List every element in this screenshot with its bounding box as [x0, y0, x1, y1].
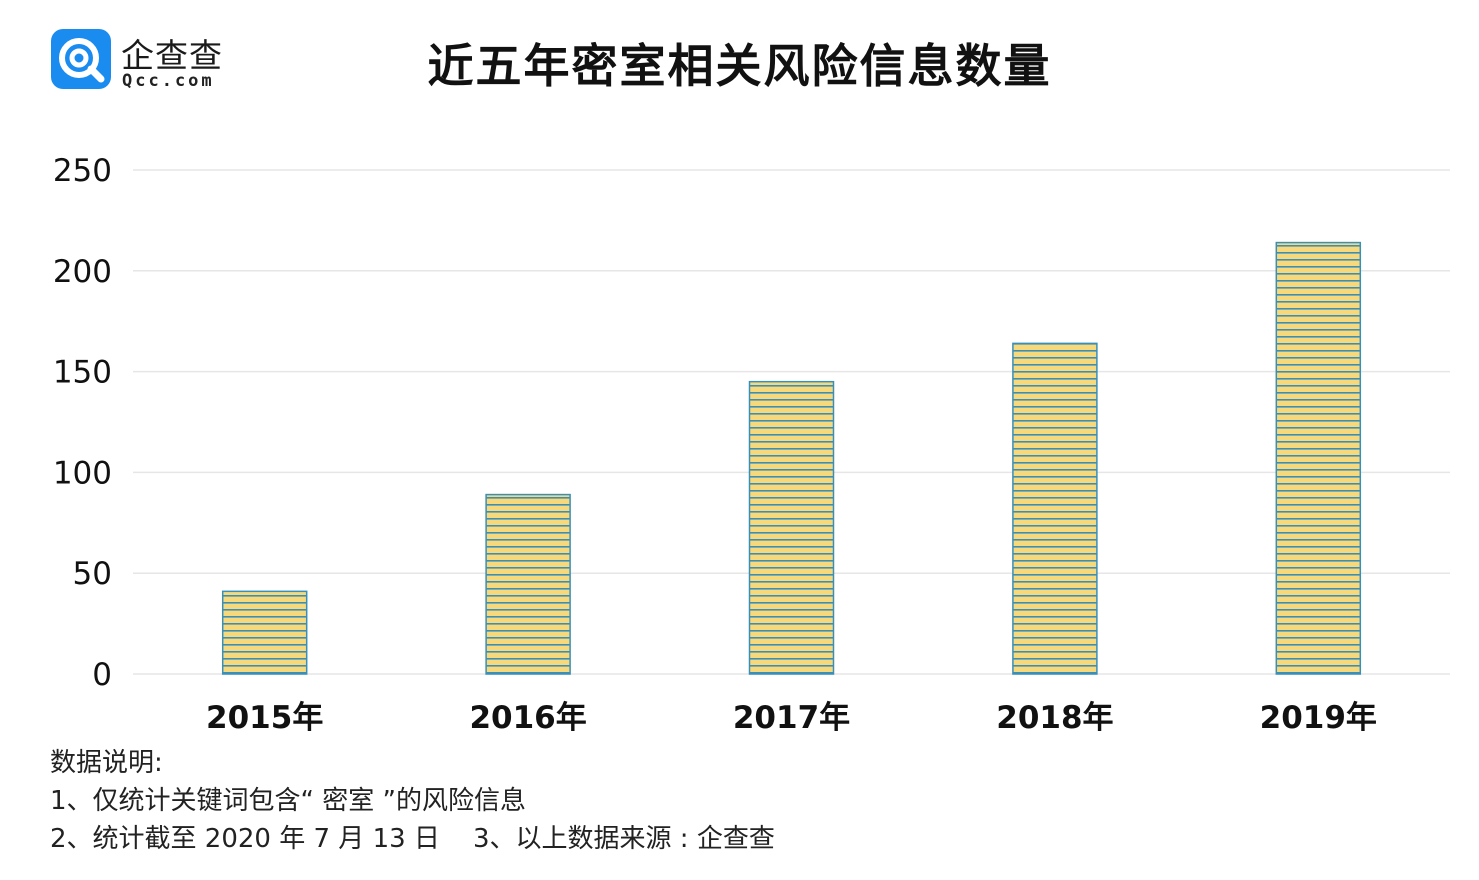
chart-title: 近五年密室相关风险信息数量 — [427, 39, 1052, 93]
y-tick-label: 150 — [53, 355, 112, 391]
x-tick-label: 2015年 — [206, 700, 323, 736]
x-tick-label: 2016年 — [469, 700, 586, 736]
brand-domain: Qcc.com — [122, 71, 215, 91]
notes-line-2: 2、统计截至 2020 年 7 月 13 日 3、以上数据来源 : 企查查 — [50, 824, 775, 854]
bar-chart: 0 50 100 150 200 250 2015年 2016年 2017年 2018年 2019年 — [53, 153, 1450, 736]
y-tick-label: 100 — [53, 455, 112, 491]
y-tick-label: 50 — [73, 556, 112, 592]
qcc-logo-icon — [51, 29, 111, 89]
x-tick-label: 2018年 — [996, 700, 1113, 736]
bar — [1012, 342, 1098, 675]
brand-logo: 企查查 Qcc.com — [51, 29, 231, 93]
y-tick-label: 250 — [53, 153, 112, 189]
y-tick-label: 200 — [53, 254, 112, 290]
x-tick-label: 2017年 — [733, 700, 850, 736]
bar — [748, 380, 835, 675]
bar — [1275, 241, 1362, 675]
bar — [221, 590, 308, 675]
brand-name: 企查查 — [121, 36, 223, 75]
data-notes: 数据说明: 1、仅统计关键词包含“ 密室 ”的风险信息 2、统计截至 2020 … — [50, 744, 775, 858]
bar — [485, 493, 571, 675]
notes-line-1: 1、仅统计关键词包含“ 密室 ”的风险信息 — [50, 786, 527, 816]
x-tick-label: 2019年 — [1260, 700, 1377, 736]
y-tick-label: 0 — [92, 657, 112, 693]
notes-heading: 数据说明: — [50, 748, 163, 778]
